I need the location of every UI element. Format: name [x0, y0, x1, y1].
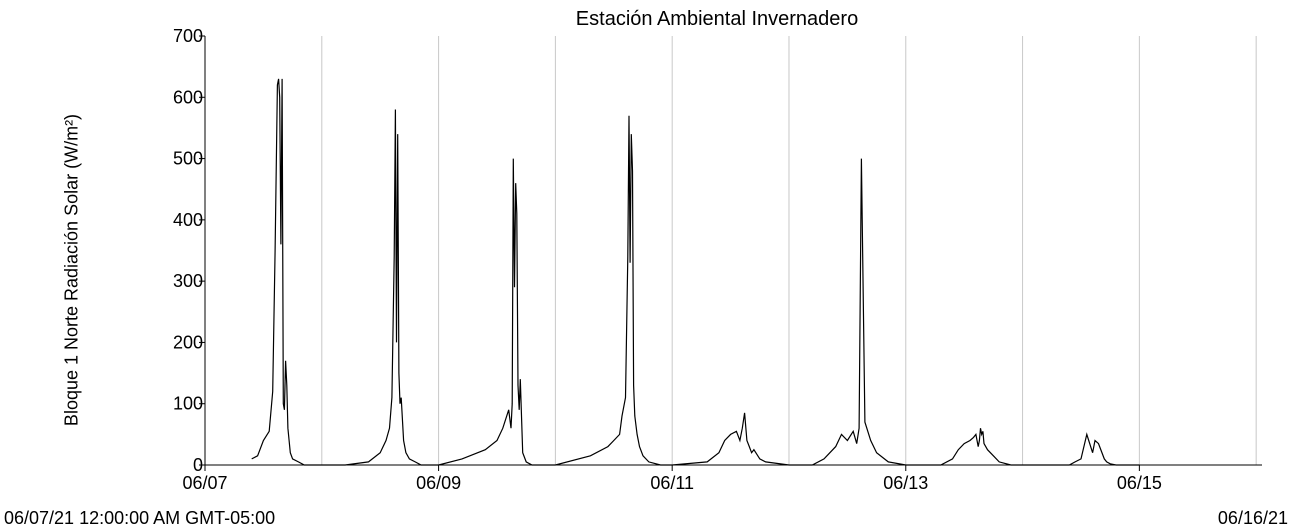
x-tick-label: 06/07: [182, 473, 227, 493]
start-timestamp: 06/07/21 12:00:00 AM GMT-05:00: [4, 508, 276, 528]
y-tick-label: 300: [173, 271, 203, 291]
x-tick-label: 06/09: [416, 473, 461, 493]
x-tick-label: 06/15: [1117, 473, 1162, 493]
y-tick-label: 0: [193, 455, 203, 475]
y-tick-label: 100: [173, 394, 203, 414]
axes: [204, 36, 1262, 466]
y-tick-label: 200: [173, 332, 203, 352]
series-line: [251, 78, 1140, 466]
vertical-gridlines: [321, 36, 1257, 465]
x-tick-label: 06/13: [883, 473, 928, 493]
y-tick-label: 700: [173, 26, 203, 46]
chart-title: Estación Ambiental Invernadero: [575, 8, 859, 30]
end-date: 06/16/21: [1217, 508, 1288, 528]
ticks: 0 100 200 300 400 500 600 700 06/07 06/09 06/11 06/…: [173, 26, 1162, 493]
x-tick-label: 06/11: [650, 473, 694, 493]
y-tick-label: 500: [173, 149, 203, 169]
y-tick-label: 600: [173, 87, 203, 107]
y-tick-label: 400: [173, 210, 203, 230]
